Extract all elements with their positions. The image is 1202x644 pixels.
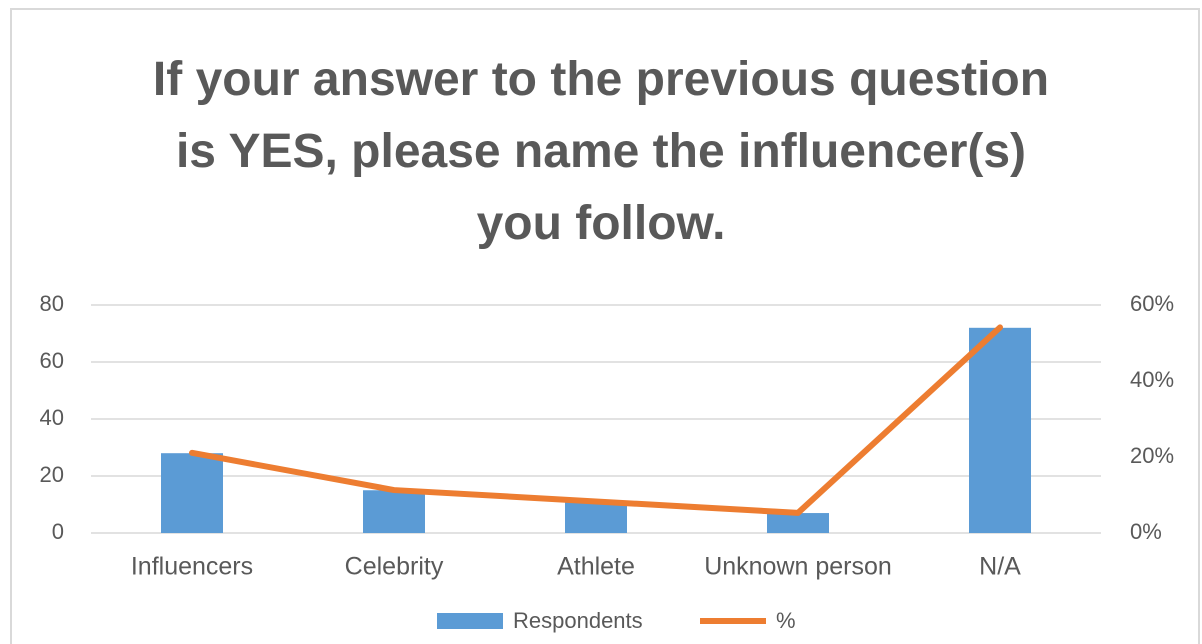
- y-tick-label: 40: [40, 405, 64, 430]
- chart-border: [10, 8, 1200, 644]
- y2-tick-label: 40%: [1130, 367, 1174, 392]
- x-tick-label: Celebrity: [345, 553, 444, 581]
- legend-label: Respondents: [513, 608, 643, 633]
- bar: [767, 513, 829, 533]
- y-tick-label: 80: [40, 291, 64, 316]
- x-tick-label: N/A: [979, 553, 1021, 581]
- y-tick-label: 20: [40, 462, 64, 487]
- bar: [969, 327, 1031, 533]
- legend-swatch: [437, 613, 503, 629]
- bar: [565, 501, 627, 533]
- x-tick-label: Influencers: [131, 553, 253, 581]
- line: [189, 324, 1003, 516]
- y2-tick-label: 20%: [1130, 443, 1174, 468]
- y-tick-label: 60: [40, 348, 64, 373]
- bar: [161, 453, 223, 533]
- y2-tick-label: 0%: [1130, 519, 1162, 544]
- x-tick-label: Athlete: [557, 553, 635, 581]
- bar: [363, 490, 425, 533]
- y-tick-label: 0: [52, 519, 64, 544]
- x-tick-label: Unknown person: [704, 553, 892, 581]
- y2-tick-label: 60%: [1130, 291, 1174, 316]
- chart-title: If your answer to the previous question …: [152, 53, 1050, 250]
- legend-label: %: [776, 608, 796, 633]
